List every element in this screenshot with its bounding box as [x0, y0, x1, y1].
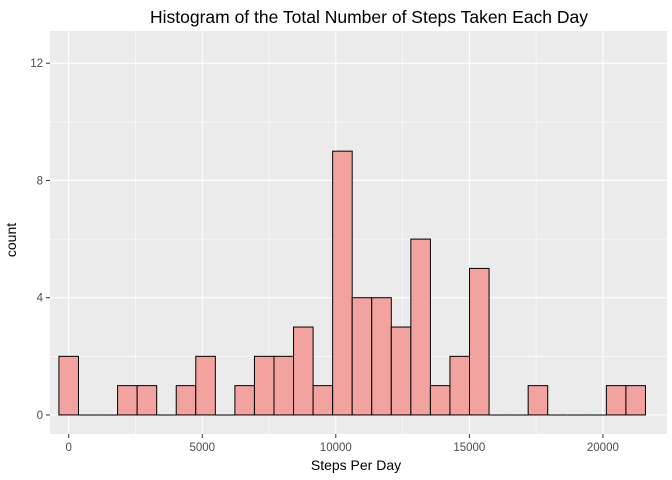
- histogram-bar: [351, 297, 373, 416]
- x-tick-label: 10000: [320, 442, 352, 454]
- y-tick-label: 4: [37, 293, 44, 305]
- histogram-bar: [293, 326, 314, 416]
- y-tick-label: 8: [37, 175, 43, 187]
- x-tick-label: 0: [65, 442, 71, 454]
- histogram-bar: [253, 355, 275, 416]
- histogram-bar: [234, 385, 255, 416]
- histogram-bar: [117, 385, 138, 416]
- y-axis-title: count: [3, 223, 19, 257]
- histogram-bar: [390, 326, 412, 416]
- histogram-bar: [175, 385, 197, 416]
- x-tick-label: 15000: [453, 442, 485, 454]
- y-axis-ticks: 0 4 8 12: [30, 58, 50, 422]
- x-axis-ticks: 0 5000 10000 15000 20000: [65, 434, 619, 454]
- x-tick-label: 5000: [189, 442, 215, 454]
- histogram-bar: [449, 355, 471, 416]
- histogram-bar: [195, 355, 216, 416]
- chart-title: Histogram of the Total Number of Steps T…: [150, 7, 588, 27]
- x-axis-title: Steps Per Day: [311, 457, 401, 473]
- histogram-bar: [429, 385, 451, 416]
- histogram-bar: [58, 355, 79, 416]
- histogram-bar: [371, 297, 392, 416]
- histogram-bar: [605, 385, 627, 416]
- y-tick-label: 0: [37, 410, 43, 422]
- histogram-bar: [469, 267, 490, 416]
- histogram-bar: [273, 355, 295, 416]
- histogram-bar: [625, 385, 646, 416]
- histogram-bar: [527, 385, 549, 416]
- histogram-bar: [410, 238, 431, 416]
- histogram-bars: [58, 150, 646, 416]
- y-tick-label: 12: [30, 58, 43, 70]
- histogram-bar: [312, 385, 334, 416]
- x-tick-label: 20000: [587, 442, 619, 454]
- histogram-bar: [136, 385, 158, 416]
- minor-gridlines: [50, 31, 667, 434]
- histogram-bar: [332, 150, 353, 416]
